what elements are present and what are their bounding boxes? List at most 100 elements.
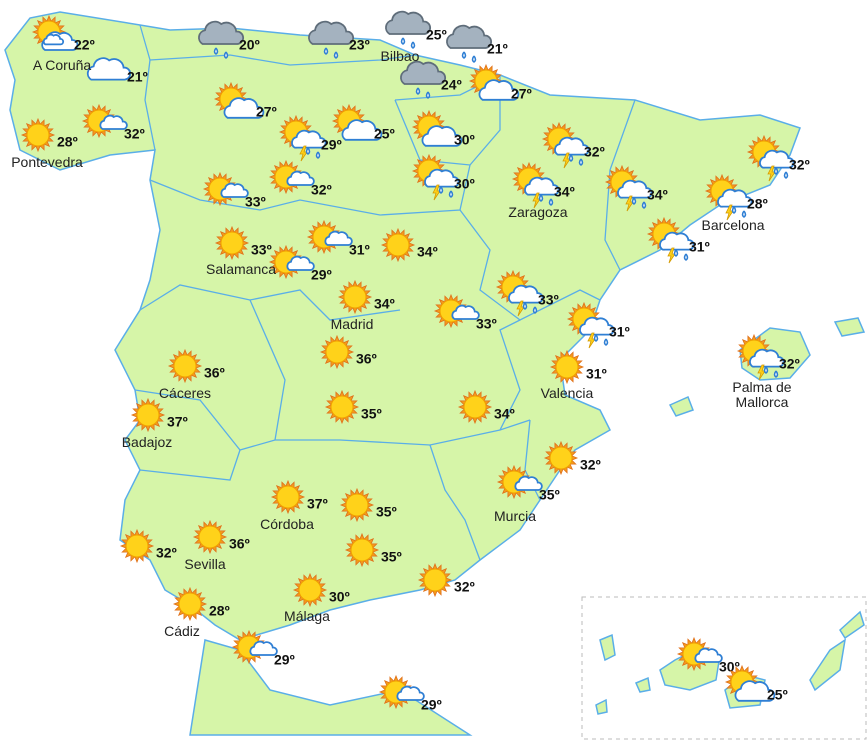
rain-drop — [532, 306, 538, 314]
city-name: Zaragoza — [508, 204, 568, 220]
temperature: 37º — [307, 496, 328, 512]
rain-drop — [683, 253, 689, 261]
cloud — [396, 685, 425, 701]
cloud — [400, 60, 447, 85]
rain-drop — [593, 334, 599, 342]
africa-coast — [189, 639, 473, 736]
temperature: 35º — [376, 504, 397, 520]
rain-drop — [400, 37, 406, 45]
temperature: 28º — [747, 196, 768, 212]
cloud — [508, 284, 544, 304]
weather-icon — [119, 528, 155, 564]
temperature: 25º — [426, 27, 447, 43]
rain-drop — [315, 151, 321, 159]
temperature: 25º — [767, 687, 788, 703]
lightning — [725, 204, 734, 221]
temperature: 32º — [156, 545, 177, 561]
weather-icon — [319, 334, 355, 370]
cloud — [324, 230, 353, 246]
rain-drop — [213, 47, 219, 55]
canary-6 — [839, 610, 865, 640]
cloud — [291, 129, 327, 149]
region-borders — [134, 24, 636, 561]
cloud — [286, 170, 315, 186]
city-name: Córdoba — [260, 516, 314, 532]
temperature: 32º — [454, 579, 475, 595]
temperature: 30º — [454, 132, 475, 148]
weather-icon — [457, 389, 493, 425]
rain-drop — [578, 158, 584, 166]
temperature: 30º — [454, 176, 475, 192]
temperature: 29º — [421, 697, 442, 713]
rain-drop — [673, 249, 679, 257]
temperature: 23º — [349, 37, 370, 53]
sun-disc — [325, 340, 349, 364]
cloud — [514, 475, 543, 491]
city-name: Badajoz — [121, 434, 173, 450]
temperature: 34º — [554, 184, 575, 200]
cloud — [617, 179, 653, 199]
temperature: 34º — [417, 244, 438, 260]
temperature: 36º — [204, 365, 225, 381]
weather-icon — [202, 171, 249, 207]
temperature: 33º — [251, 242, 272, 258]
weather-icon — [324, 389, 360, 425]
weather-icon — [736, 333, 785, 381]
weather-icon — [20, 117, 56, 153]
rain-drop — [425, 91, 431, 99]
weather-icon — [541, 121, 590, 169]
weather-icon — [495, 269, 544, 317]
rain-drop — [223, 51, 229, 59]
weather-icon — [337, 279, 373, 315]
rain-drop — [568, 154, 574, 162]
rain-drop — [461, 51, 467, 59]
temperature: 34º — [494, 406, 515, 422]
sun-disc — [330, 395, 354, 419]
rain-drop — [538, 194, 544, 202]
lightning — [767, 165, 776, 182]
temperature: 29º — [311, 267, 332, 283]
lightning — [516, 300, 525, 317]
cloud — [734, 680, 776, 702]
temperature: 32º — [584, 144, 605, 160]
weather-icon — [566, 301, 615, 349]
city-name: Sevilla — [184, 556, 226, 572]
rain-drop — [631, 197, 637, 205]
temperature: 33º — [476, 316, 497, 332]
temperature: 35º — [539, 487, 560, 503]
cloud — [249, 640, 278, 656]
weather-icon — [468, 63, 520, 101]
temperature: 28º — [209, 603, 230, 619]
sun-disc — [136, 403, 160, 427]
rain-drop — [783, 171, 789, 179]
rain-drop — [773, 370, 779, 378]
sun-disc — [463, 395, 487, 419]
cloud — [524, 176, 560, 196]
weather-icon — [511, 161, 560, 209]
weather-icon — [746, 134, 795, 182]
cloud — [198, 20, 245, 45]
temperature: 36º — [356, 351, 377, 367]
canary-2 — [635, 676, 651, 693]
cloud — [694, 647, 723, 663]
rain-drop — [333, 51, 339, 59]
temperature: 28º — [57, 134, 78, 150]
cloud — [421, 125, 463, 147]
rain-drop — [471, 55, 477, 63]
weather-icon — [724, 664, 776, 702]
weather-icon — [604, 164, 653, 212]
temperature: 32º — [311, 182, 332, 198]
cloud — [451, 304, 480, 320]
sun-disc — [298, 578, 322, 602]
temperature: 34º — [647, 187, 668, 203]
temperature: 30º — [719, 659, 740, 675]
cloud — [42, 33, 65, 46]
weather-icon — [446, 24, 493, 63]
weather-icon — [198, 20, 245, 59]
weather-icon — [292, 572, 328, 608]
rain-drop — [305, 147, 311, 155]
sun-disc — [549, 446, 573, 470]
sun-disc — [178, 592, 202, 616]
sun-disc — [125, 534, 149, 558]
lightning — [532, 192, 541, 209]
